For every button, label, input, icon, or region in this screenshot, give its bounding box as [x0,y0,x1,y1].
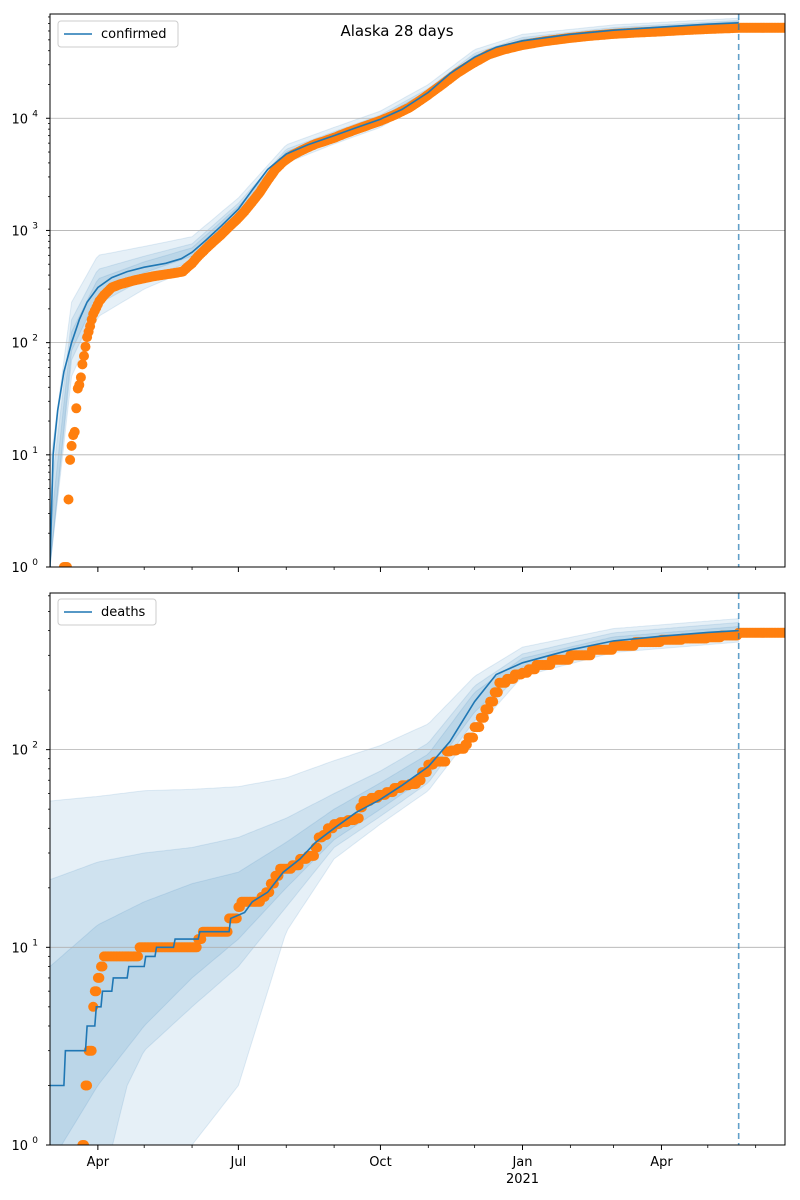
observed-point [264,887,275,898]
chart-title: Alaska 28 days [340,22,453,40]
observed-point [353,813,364,824]
deaths-legend: deaths [57,598,157,626]
y-tick-label: 10 [11,449,28,464]
observed-point [133,951,143,962]
observed-point [66,440,77,451]
confirmed-axes: 10 0 10 1 10 2 10 3 10 4 [11,13,786,576]
uncertainty-band [50,618,740,1145]
y-tick-exponent: 1 [32,446,38,456]
observed-point [468,732,479,743]
legend-box [57,598,157,626]
deaths-model-series [50,629,739,1087]
observed-point [94,972,105,983]
observed-point [77,359,88,370]
observed-point [71,403,82,414]
observed-point [97,961,108,972]
model-line [50,629,739,1087]
observed-point [483,704,494,715]
observed-point [312,842,323,853]
x-tick-label: Jul [230,1155,247,1170]
observed-point [69,426,80,437]
y-tick-exponent: 2 [32,741,38,751]
legend-box [57,20,179,48]
y-tick-exponent: 0 [32,558,38,568]
confirmed-panel: 10 0 10 1 10 2 10 3 10 4 confirmed Alaska 28 days [11,13,786,576]
y-tick-exponent: 2 [32,334,38,344]
observed-point [91,986,102,997]
x-tick-label: Oct [369,1155,391,1170]
y-tick-label: 10 [11,112,28,127]
observed-point [778,22,785,33]
observed-point [440,756,451,767]
observed-point [492,687,503,698]
confirmed-model-series [50,22,739,567]
x-year-label: 2021 [506,1172,539,1187]
deaths-panel: 10 0 10 1 10 2 deaths [11,592,786,1154]
observed-point [63,494,74,505]
observed-point [65,454,76,465]
y-tick-label: 10 [11,1139,28,1154]
observed-point [80,341,91,352]
y-tick-label: 10 [11,337,28,352]
confirmed-legend: confirmed [57,20,179,48]
x-tick-label: Apr [87,1155,110,1170]
axes-frame [49,592,786,1146]
y-tick-exponent: 4 [32,109,38,119]
confirmed-gridlines [50,117,785,456]
y-tick-exponent: 1 [32,938,38,948]
y-tick-exponent: 3 [32,221,38,231]
observed-point [415,775,426,786]
observed-point [82,1080,93,1091]
observed-point [478,712,489,723]
y-tick-label: 10 [11,224,28,239]
legend-label-confirmed: confirmed [101,27,167,42]
observed-point [62,562,72,567]
shared-x-axis: Apr Jul Oct Jan Apr 2021 [87,1155,674,1187]
deaths-observed-series [77,627,785,1145]
model-line [50,22,739,567]
observed-point [79,351,89,361]
observed-point [191,942,202,953]
deaths-axes: 10 0 10 1 10 2 [11,592,786,1154]
confirmed-observed-series [58,22,785,567]
observed-point [86,1045,97,1056]
observed-point [74,379,85,390]
y-tick-exponent: 0 [32,1136,38,1146]
observed-point [778,627,785,638]
y-tick-label: 10 [11,561,28,576]
observed-point [474,722,485,733]
observed-point [488,696,499,707]
x-tick-label: Jan [511,1155,532,1170]
axes-frame [49,13,786,568]
x-tick-label: Apr [650,1155,673,1170]
observed-point [309,850,319,861]
y-tick-label: 10 [11,744,28,759]
observed-point [231,913,242,924]
observed-point [75,372,86,383]
legend-label-deaths: deaths [101,605,146,620]
y-tick-label: 10 [11,941,28,956]
observed-point [79,1140,89,1145]
